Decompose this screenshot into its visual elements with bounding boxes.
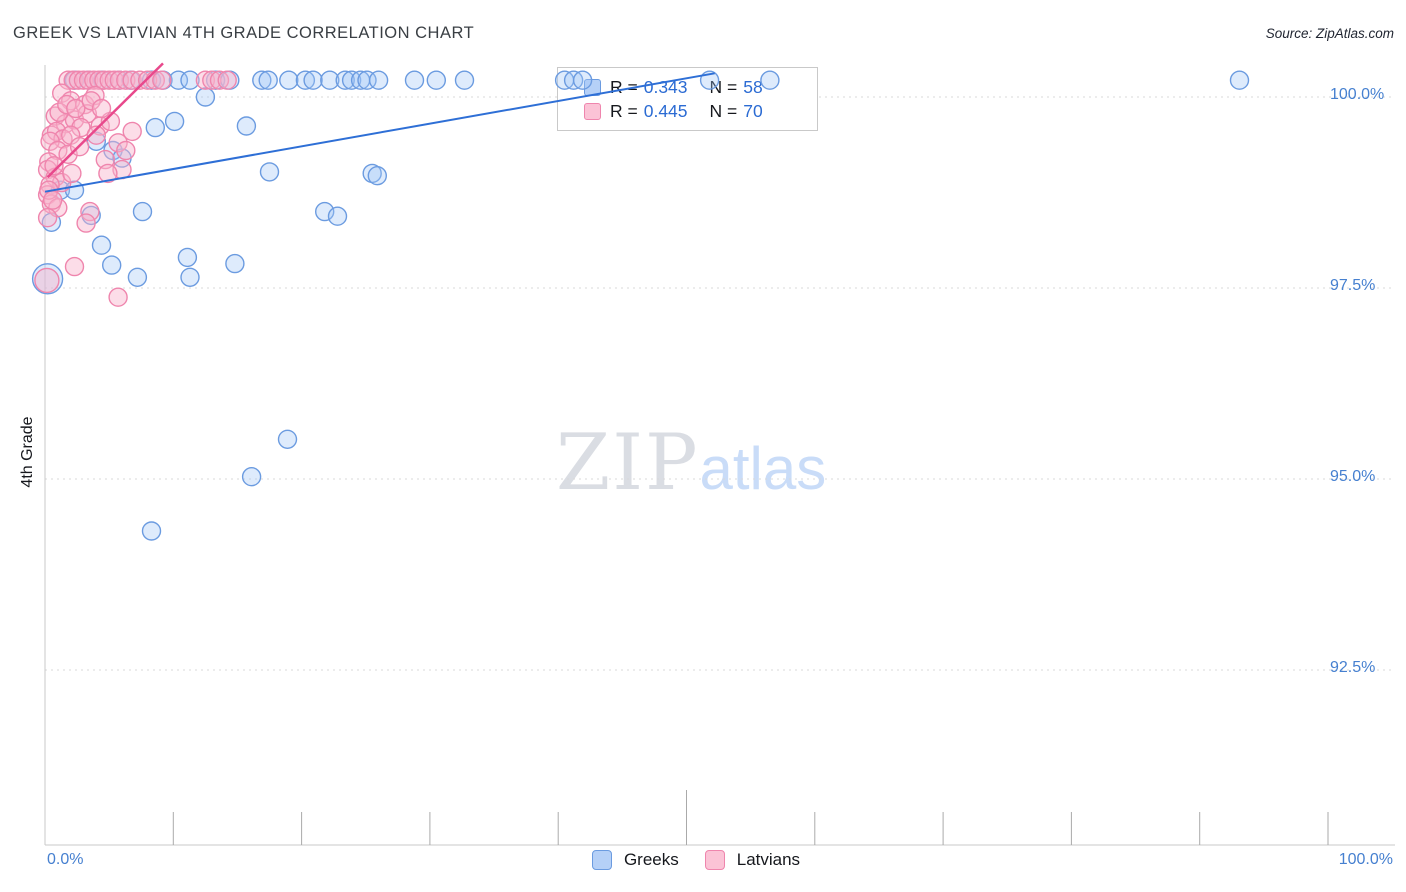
greeks-r-value: 0.343 [643,76,688,97]
greeks-legend-label: Greeks [623,850,679,869]
legend-row-latvians: R = 0.445 N = 70 [584,101,807,122]
watermark-atlas: atlas [699,435,827,502]
legend-row-greeks: R = 0.343 N = 58 [584,77,807,98]
watermark: ZIP atlas [556,418,826,508]
y-tick-label: 95.0% [1330,468,1376,485]
watermark-zip: ZIP [556,418,700,508]
greeks-r-label: R = [610,76,638,97]
x-axis-min-label: 0.0% [47,851,84,868]
latvians-r-label: R = [610,100,638,121]
y-tick-label: 97.5% [1330,277,1376,294]
legend-box: R = 0.343 N = 58 R = 0.445 N = 70 [557,67,818,131]
page-title: GREEK VS LATVIAN 4TH GRADE CORRELATION C… [13,24,475,42]
source-label: Source: ZipAtlas.com [1265,26,1394,41]
greeks-legend-swatch-icon [591,850,612,870]
y-tick-label: 100.0% [1330,86,1385,103]
x-axis-max-label: 100.0% [1338,851,1393,868]
latvians-r-value: 0.445 [643,100,688,121]
latvians-legend-swatch-icon [704,850,725,870]
latvians-n-label: N = [709,100,738,121]
y-axis-label: 4th Grade [19,416,36,488]
latvians-legend-label: Latvians [736,850,801,869]
latvians-swatch-icon [584,102,601,120]
greeks-n-label: N = [709,76,738,97]
greeks-n-value: 58 [743,76,763,97]
greeks-swatch-icon [584,78,601,96]
chart-legend: Greeks Latvians [0,850,1406,870]
latvians-n-value: 70 [743,100,763,121]
y-tick-label: 92.5% [1330,659,1376,676]
